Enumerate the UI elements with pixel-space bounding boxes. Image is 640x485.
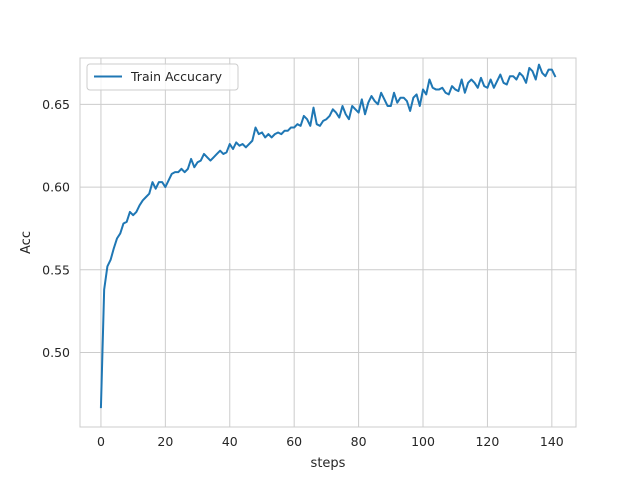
y-tick-label: 0.65	[42, 97, 70, 112]
grid	[80, 58, 576, 427]
y-tick-label: 0.50	[42, 345, 70, 360]
y-tick-label: 0.55	[42, 262, 70, 277]
series-line	[99, 63, 557, 409]
legend-box	[86, 63, 239, 91]
x-axis-label: steps	[311, 456, 346, 471]
y-tick-label: 0.60	[42, 180, 70, 195]
series	[99, 63, 557, 409]
legend: Train Accucary	[86, 63, 239, 91]
x-tick-label: 100	[411, 434, 435, 449]
y-axis-label: Acc	[19, 231, 34, 254]
x-tick-label: 0	[97, 434, 105, 449]
tick-labels: 0 20 40 60 80 100 120 140 0.50 0.55 0.60 0.65	[42, 97, 564, 449]
x-tick-label: 40	[222, 434, 238, 449]
x-tick-label: 80	[351, 434, 367, 449]
x-tick-label: 120	[475, 434, 499, 449]
x-tick-label: 140	[540, 434, 564, 449]
plot-area	[79, 57, 577, 428]
legend-label: Train Accucary	[130, 69, 223, 84]
x-tick-label: 60	[286, 434, 302, 449]
x-tick-label: 20	[157, 434, 173, 449]
